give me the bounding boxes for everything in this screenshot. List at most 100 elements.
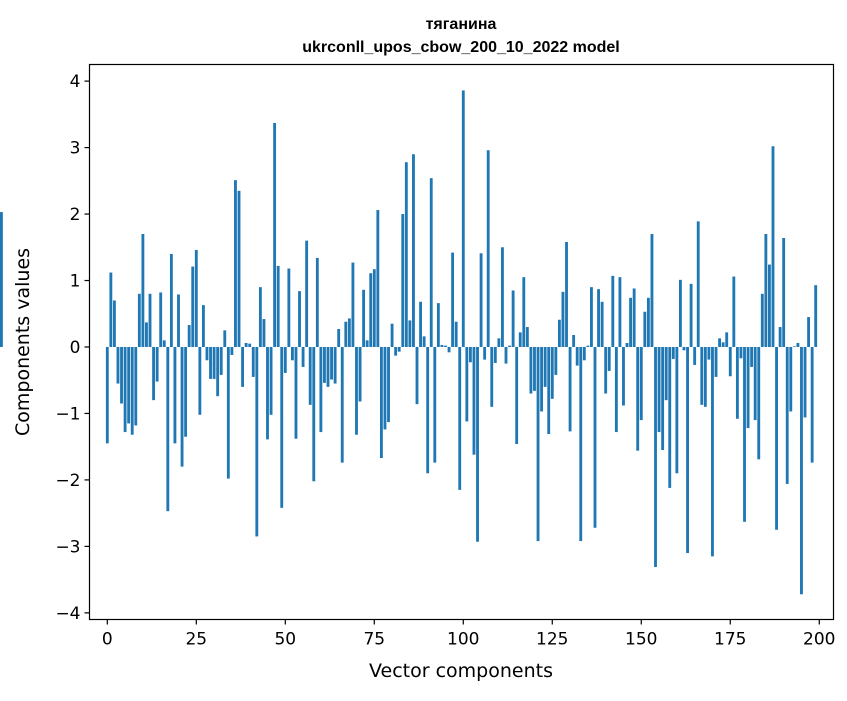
bar xyxy=(145,322,148,347)
bar xyxy=(622,346,625,406)
bar xyxy=(540,346,544,412)
bar xyxy=(223,330,227,347)
bar xyxy=(711,346,714,557)
bar xyxy=(718,338,722,347)
y-tick-label: 4 xyxy=(70,72,81,92)
bar xyxy=(668,346,672,488)
bar xyxy=(319,346,323,433)
bar xyxy=(579,346,583,542)
y-axis-ticks: −4 −3 −2 −1 0 1 2 3 4 xyxy=(55,72,90,624)
x-tick-label: 100 xyxy=(447,630,479,650)
bar xyxy=(661,346,665,451)
bar xyxy=(383,346,387,430)
bar xyxy=(664,346,668,401)
bar xyxy=(586,345,590,347)
bar xyxy=(379,346,383,458)
bar xyxy=(771,146,775,347)
bar xyxy=(486,150,490,347)
bar xyxy=(401,214,405,347)
bar xyxy=(725,332,729,347)
bar xyxy=(298,291,301,347)
bar xyxy=(198,346,202,415)
bar xyxy=(472,346,476,455)
bar xyxy=(493,346,497,363)
bar xyxy=(280,346,284,508)
y-tick-label: 1 xyxy=(70,272,81,292)
bar xyxy=(440,344,444,347)
bar xyxy=(547,346,551,435)
chart-title: тяганина xyxy=(426,16,497,33)
x-tick-label: 200 xyxy=(803,630,835,650)
bar xyxy=(323,346,326,383)
bar xyxy=(476,346,479,542)
bar xyxy=(785,346,789,484)
bar xyxy=(572,335,576,347)
bar xyxy=(746,346,750,429)
y-tick-label: 2 xyxy=(70,205,81,225)
bar xyxy=(237,190,241,347)
bar xyxy=(290,346,294,361)
bar xyxy=(419,301,422,347)
bar xyxy=(194,249,198,347)
bar xyxy=(422,336,426,347)
bar xyxy=(173,346,177,444)
bar xyxy=(675,346,679,474)
chart-subtitle: ukrconll_upos_cbow_200_10_2022 model xyxy=(302,39,619,56)
bar xyxy=(326,346,330,387)
bar xyxy=(686,346,689,554)
bar xyxy=(582,346,586,361)
bar xyxy=(180,346,184,467)
bar xyxy=(497,338,501,347)
bar xyxy=(394,346,398,356)
bar xyxy=(629,297,633,347)
bar xyxy=(757,346,761,460)
bar xyxy=(465,346,469,422)
bar xyxy=(625,343,629,347)
bar xyxy=(248,343,252,347)
bar xyxy=(155,346,159,382)
bar xyxy=(369,273,373,347)
bar xyxy=(789,346,793,412)
bar xyxy=(166,346,170,512)
bar xyxy=(262,319,266,347)
x-tick-label: 150 xyxy=(625,630,657,650)
bar xyxy=(515,346,519,445)
bar xyxy=(461,90,465,347)
bar xyxy=(525,327,529,347)
bar xyxy=(141,233,145,347)
bar xyxy=(607,346,611,371)
bar xyxy=(241,346,244,387)
bar xyxy=(255,346,259,537)
bar xyxy=(148,293,152,347)
bar xyxy=(387,346,390,423)
bar xyxy=(479,253,483,347)
bar xyxy=(177,294,180,347)
bar xyxy=(209,346,212,379)
bar xyxy=(273,122,277,347)
bar xyxy=(358,346,362,402)
bar xyxy=(134,346,138,426)
bar xyxy=(646,297,650,347)
bar xyxy=(803,346,807,418)
bar xyxy=(597,289,600,347)
bar xyxy=(230,346,234,355)
bar xyxy=(408,320,412,347)
y-tick-label: 0 xyxy=(70,338,81,358)
bar xyxy=(351,262,355,347)
bar xyxy=(490,346,494,407)
bar xyxy=(764,233,768,347)
bar xyxy=(693,346,697,365)
bar xyxy=(444,345,447,347)
bar xyxy=(276,265,280,347)
bar xyxy=(590,287,593,347)
bar xyxy=(511,290,515,347)
bar xyxy=(109,272,113,347)
bar xyxy=(743,346,746,522)
bar xyxy=(778,327,782,347)
x-tick-label: 25 xyxy=(185,630,207,650)
bar xyxy=(800,346,803,595)
bar xyxy=(244,343,248,347)
bar xyxy=(347,318,351,347)
